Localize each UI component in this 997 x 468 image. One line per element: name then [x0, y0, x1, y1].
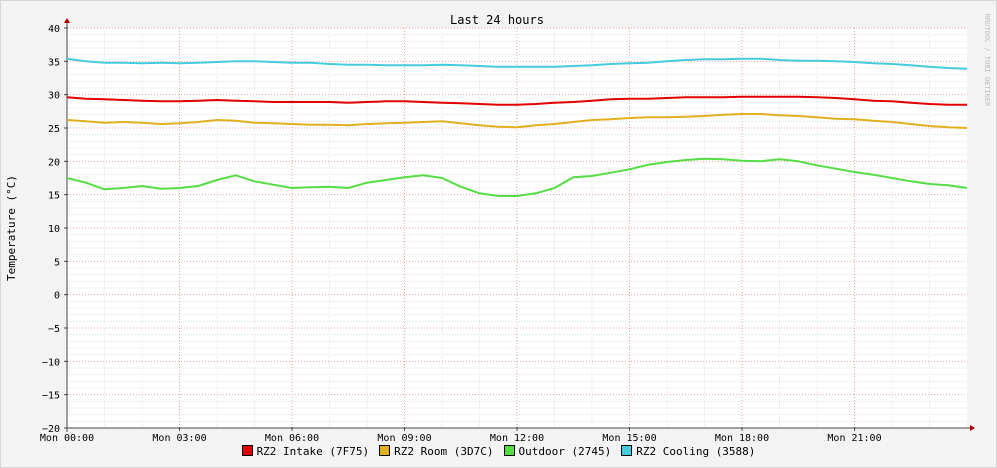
y-tick-label: 10 — [48, 224, 60, 235]
legend-swatch — [621, 445, 633, 456]
y-tick-label: −5 — [48, 324, 60, 335]
x-tick-label: Mon 18:00 — [715, 433, 769, 444]
y-axis-label: Temperature (°C) — [5, 175, 18, 281]
series-line-2 — [66, 113, 968, 129]
legend-swatch — [503, 445, 515, 456]
legend-swatch — [241, 445, 253, 456]
legend-item: RZ2 Room (3D7C) — [379, 445, 494, 458]
legend-item: RZ2 Intake (7F75) — [241, 445, 370, 458]
x-axis-arrow — [970, 425, 975, 431]
y-tick-label: −10 — [42, 357, 60, 368]
legend-swatch — [379, 445, 391, 456]
y-tick-label: −15 — [42, 391, 60, 402]
series-line-3 — [66, 157, 968, 197]
y-tick-label: 5 — [54, 257, 60, 268]
y-tick-label: 20 — [48, 157, 60, 168]
x-tick-label: Mon 00:00 — [40, 433, 94, 444]
chart-title: Last 24 hours — [450, 13, 544, 27]
y-tick-label: 30 — [48, 91, 60, 102]
legend-label: Outdoor (2745) — [518, 445, 612, 458]
legend: RZ2 Intake (7F75) RZ2 Room (3D7C) Outdoor … — [0, 445, 997, 458]
x-tick-label: Mon 12:00 — [490, 433, 544, 444]
series-line-1 — [66, 95, 967, 106]
x-tick-label: Mon 15:00 — [602, 433, 656, 444]
rrdtool-watermark: RRDTOOL / TOBI OETIKER — [983, 14, 991, 108]
x-tick-label: Mon 06:00 — [265, 433, 319, 444]
y-tick-label: 0 — [54, 291, 60, 302]
y-tick-label: 40 — [48, 24, 60, 35]
legend-label: RZ2 Room (3D7C) — [394, 445, 494, 458]
legend-label: RZ2 Cooling (3588) — [636, 445, 756, 458]
x-tick-label: Mon 21:00 — [827, 433, 881, 444]
series-line-4 — [66, 57, 968, 70]
x-tick-label: Mon 09:00 — [377, 433, 431, 444]
legend-item: Outdoor (2745) — [503, 445, 612, 458]
x-tick-label: Mon 03:00 — [152, 433, 206, 444]
y-tick-label: 35 — [48, 57, 60, 68]
y-axis-arrow — [64, 18, 70, 23]
legend-item: RZ2 Cooling (3588) — [621, 445, 755, 458]
legend-label: RZ2 Intake (7F75) — [256, 445, 370, 458]
y-tick-label: 15 — [48, 191, 60, 202]
y-tick-label: −20 — [42, 424, 60, 435]
y-tick-label: 25 — [48, 124, 60, 135]
